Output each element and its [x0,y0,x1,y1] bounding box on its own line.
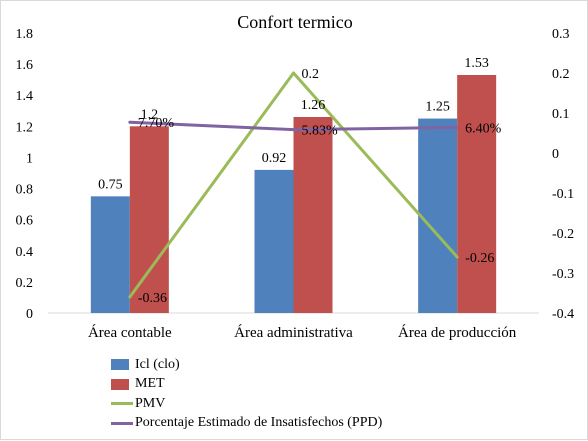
legend-swatch-pmv [111,402,133,406]
left-tick-label: 1.8 [16,27,34,42]
category-label: Área administrativa [234,324,353,341]
line-point [292,71,295,75]
right-tick-label: 0.2 [552,67,570,82]
right-tick-label: 0.3 [552,27,570,42]
left-tick-label: 0.2 [16,276,34,291]
right-tick-label: -0.3 [552,267,574,282]
line-point [455,255,459,259]
line-value-label: 6.40% [465,121,502,136]
line-value-label: -0.26 [465,251,494,266]
right-tick-label: -0.1 [552,187,574,202]
data-labels: 0.75 0.92 1.25 1.2 1.26 1.53 -0.36 0.2 -0.26 7.70… [98,56,502,306]
legend-item-pmv: PMV [111,394,382,414]
left-tick-label: 1.6 [16,58,34,73]
bar [129,126,169,313]
left-tick-label: 1.2 [16,120,34,135]
line-point [128,295,132,299]
bar [254,169,294,313]
bar [293,117,333,313]
legend: Icl (clo) MET PMV Porcentaje Estimado de… [111,355,382,433]
right-tick-label: 0.1 [552,107,570,122]
legend-swatch-met [111,378,129,390]
left-tick-label: 1 [26,151,33,166]
legend-swatch-ppd [111,421,133,425]
legend-label-pmv: PMV [135,395,166,411]
legend-item-met: MET [111,375,382,395]
bar [90,196,130,313]
legend-label-met: MET [135,376,165,392]
lines [128,71,459,299]
right-tick-label: -0.4 [552,307,574,322]
legend-item-ppd: Porcentaje Estimado de Insatisfechos (PP… [111,414,382,434]
bar-value-label: 0.75 [98,177,123,192]
legend-label-ppd: Porcentaje Estimado de Insatisfechos (PP… [135,415,383,431]
category-label: Área de producción [398,324,517,341]
line-value-label: 5.83% [302,124,339,139]
bar-value-label: 0.92 [262,151,287,166]
bar [457,75,497,313]
bar-value-label: 1.2 [141,107,159,122]
line-value-label: 7.70% [138,116,175,131]
right-tick-label: -0.2 [552,227,574,242]
left-tick-label: 0 [26,307,33,322]
line-point [455,125,459,129]
left-tick-label: 1.4 [16,89,34,104]
left-tick-label: 0.8 [16,183,34,198]
line-point [292,128,295,132]
bar-value-label: 1.53 [464,56,489,71]
right-tick-label: 0 [552,147,559,162]
legend-item-icl: Icl (clo) [111,355,382,375]
bar [418,118,458,313]
line-value-label: -0.36 [138,291,167,306]
chart-title: Confort termico [237,12,352,32]
legend-swatch-icl [111,359,129,371]
bar-value-label: 1.25 [425,100,450,115]
line-value-label: 0.2 [302,67,320,82]
legend-label-icl: Icl (clo) [135,356,180,372]
category-labels: Área contable Área administrativa Área de … [88,324,517,341]
category-label: Área contable [88,324,172,341]
right-axis: -0.4 -0.3 -0.2 -0.1 0 0.1 0.2 0.3 [552,27,574,322]
left-tick-label: 0.4 [16,245,34,260]
left-tick-label: 0.6 [16,214,34,229]
bar-value-label: 1.26 [301,98,326,113]
bars [90,75,497,313]
line-point [128,120,132,124]
left-axis: 0 0.2 0.4 0.6 0.8 1 1.2 1.4 1.6 1.8 [16,27,34,322]
